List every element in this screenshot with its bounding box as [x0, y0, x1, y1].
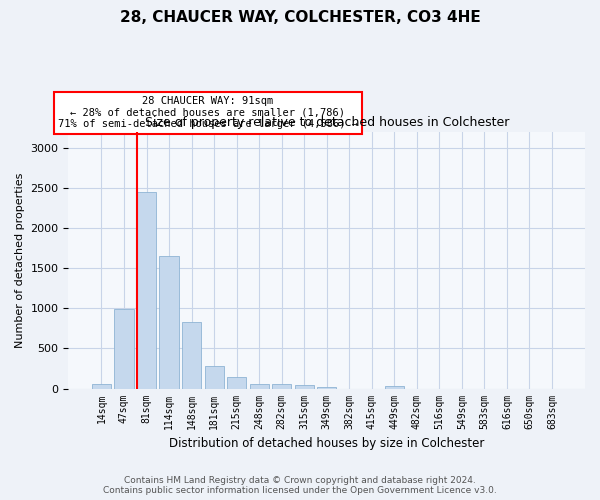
- Y-axis label: Number of detached properties: Number of detached properties: [15, 172, 25, 348]
- Text: 28 CHAUCER WAY: 91sqm
← 28% of detached houses are smaller (1,786)
71% of semi-d: 28 CHAUCER WAY: 91sqm ← 28% of detached …: [58, 96, 358, 130]
- Bar: [385, 386, 404, 388]
- Bar: [317, 387, 336, 388]
- Title: Size of property relative to detached houses in Colchester: Size of property relative to detached ho…: [145, 116, 509, 130]
- X-axis label: Distribution of detached houses by size in Colchester: Distribution of detached houses by size …: [169, 437, 484, 450]
- Bar: [92, 384, 111, 388]
- Bar: [160, 256, 179, 388]
- Bar: [115, 309, 134, 388]
- Text: 28, CHAUCER WAY, COLCHESTER, CO3 4HE: 28, CHAUCER WAY, COLCHESTER, CO3 4HE: [119, 10, 481, 25]
- Text: Contains HM Land Registry data © Crown copyright and database right 2024.
Contai: Contains HM Land Registry data © Crown c…: [103, 476, 497, 495]
- Bar: [272, 384, 291, 388]
- Bar: [250, 384, 269, 388]
- Bar: [295, 385, 314, 388]
- Bar: [227, 377, 246, 388]
- Bar: [182, 322, 201, 388]
- Bar: [205, 366, 224, 388]
- Bar: [137, 192, 156, 388]
